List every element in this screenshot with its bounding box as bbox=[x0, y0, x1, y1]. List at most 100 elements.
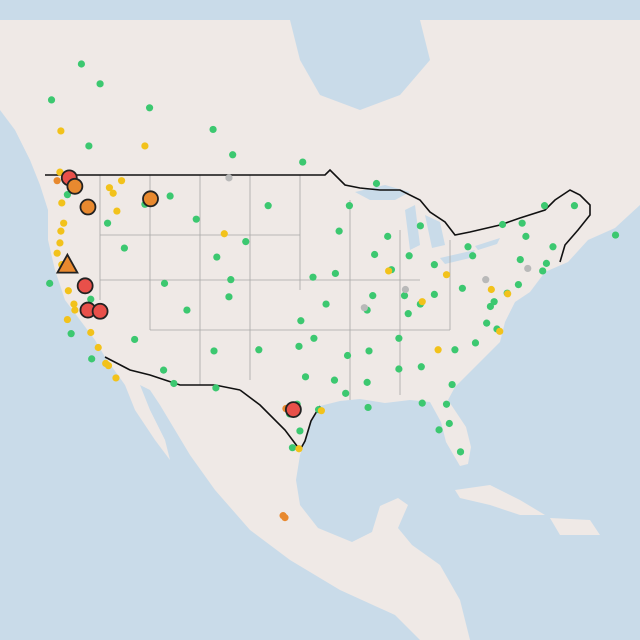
monitor-dot bbox=[418, 298, 426, 306]
monitor-dot bbox=[117, 177, 126, 185]
monitor-dot bbox=[496, 327, 504, 335]
monitor-dot bbox=[498, 220, 507, 229]
monitor-dot bbox=[539, 267, 547, 275]
monitor-dot bbox=[471, 339, 480, 347]
monitor-dot bbox=[442, 400, 451, 408]
monitor-dot bbox=[212, 384, 220, 392]
monitor-dot bbox=[109, 189, 117, 197]
monitor-dot bbox=[435, 426, 443, 434]
monitor-dot bbox=[96, 80, 104, 88]
monitor-dot bbox=[288, 444, 297, 452]
monitor-dot bbox=[46, 279, 54, 287]
monitor-dot bbox=[209, 125, 217, 134]
monitor-dot bbox=[570, 202, 579, 210]
monitor-dot bbox=[131, 335, 139, 344]
site-circle bbox=[79, 198, 97, 216]
monitor-dot bbox=[416, 222, 424, 230]
monitor-dot bbox=[56, 168, 64, 176]
monitor-dot bbox=[456, 448, 465, 456]
monitor-dot bbox=[296, 427, 304, 435]
monitor-dot bbox=[192, 215, 200, 223]
monitor-dot bbox=[88, 355, 96, 363]
monitor-dot bbox=[322, 300, 330, 308]
monitor-dot bbox=[53, 249, 61, 257]
monitor-dot bbox=[518, 219, 526, 227]
monitor-dot bbox=[310, 334, 318, 342]
monitor-dot bbox=[445, 419, 453, 428]
monitor-dot bbox=[145, 104, 154, 112]
monitor-dot bbox=[540, 202, 549, 210]
monitor-dot bbox=[360, 304, 368, 312]
hudson-bay bbox=[290, 20, 430, 110]
monitor-dot bbox=[295, 342, 303, 350]
monitor-dot bbox=[364, 403, 372, 412]
monitor-dot bbox=[60, 219, 68, 227]
monitor-dot bbox=[141, 142, 149, 150]
monitor-dot bbox=[63, 191, 72, 199]
monitor-dot bbox=[549, 243, 557, 251]
monitor-dot bbox=[87, 328, 95, 337]
monitor-dot bbox=[372, 179, 381, 188]
monitor-dot bbox=[405, 252, 413, 260]
monitor-dot bbox=[70, 300, 78, 308]
monitor-dot bbox=[524, 264, 532, 273]
monitor-dot bbox=[170, 379, 178, 388]
monitor-dot bbox=[483, 319, 491, 327]
monitor-dot bbox=[105, 184, 114, 192]
monitor-dot bbox=[371, 250, 379, 259]
monitor-dot bbox=[103, 219, 112, 227]
monitor-dot bbox=[225, 174, 233, 182]
monitor-dot bbox=[94, 343, 102, 352]
monitor-dot bbox=[225, 293, 233, 301]
monitor-dot bbox=[57, 127, 65, 135]
monitor-dot bbox=[451, 346, 459, 354]
state-lines bbox=[99, 175, 451, 400]
monitor-dot bbox=[53, 177, 61, 185]
monitor-dot bbox=[395, 334, 403, 342]
monitor-dot bbox=[281, 514, 289, 522]
monitor-dot bbox=[335, 227, 343, 235]
monitor-dot bbox=[242, 237, 250, 246]
monitor-dot bbox=[104, 362, 113, 370]
site-circle bbox=[66, 177, 84, 195]
monitor-dot bbox=[264, 202, 272, 210]
monitor-dot bbox=[47, 96, 56, 104]
monitor-dot bbox=[57, 227, 65, 235]
monitor-dot bbox=[430, 290, 438, 298]
monitor-dot bbox=[490, 298, 498, 306]
monitor-dot bbox=[342, 389, 350, 397]
monitor-dot bbox=[434, 346, 442, 354]
site-circle bbox=[284, 401, 302, 419]
monitor-dot bbox=[183, 306, 191, 314]
cuba bbox=[455, 485, 600, 535]
monitor-dot bbox=[331, 269, 339, 278]
monitor-dot bbox=[345, 202, 354, 210]
monitor-dot bbox=[58, 199, 66, 207]
great-lakes bbox=[355, 185, 500, 264]
monitor-dot bbox=[255, 346, 263, 354]
monitor-dot bbox=[77, 60, 86, 68]
monitor-dot bbox=[220, 230, 228, 238]
monitor-dot bbox=[113, 207, 121, 215]
monitor-dot bbox=[67, 330, 75, 338]
monitor-dot bbox=[611, 231, 620, 239]
monitor-dot bbox=[112, 374, 120, 382]
monitor-dot bbox=[504, 290, 512, 298]
monitor-dot bbox=[63, 315, 72, 324]
monitor-dot bbox=[464, 243, 472, 251]
site-circle bbox=[76, 277, 94, 295]
monitor-dot bbox=[227, 276, 235, 284]
monitor-dot bbox=[400, 292, 409, 300]
monitor-dot bbox=[384, 232, 392, 240]
monitor-dot bbox=[213, 253, 221, 261]
monitor-dot bbox=[301, 373, 310, 381]
monitor-dot bbox=[542, 259, 551, 267]
monitor-dot bbox=[309, 273, 317, 281]
monitor-dot bbox=[64, 287, 72, 295]
monitor-dot bbox=[365, 347, 373, 355]
monitor-dot bbox=[87, 295, 95, 303]
site-layer bbox=[55, 169, 302, 419]
monitor-dot bbox=[514, 281, 523, 289]
monitor-dot bbox=[85, 142, 93, 150]
